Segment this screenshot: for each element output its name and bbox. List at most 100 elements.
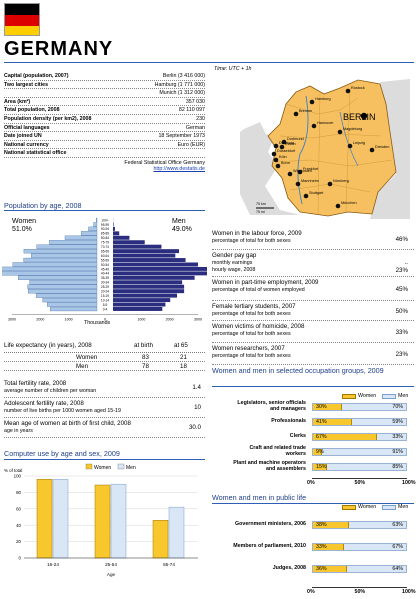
map: Rostock Hamburg Bremen Hannover Magdeburg Dor… bbox=[240, 74, 410, 219]
pyramid-age-label: 85-89 bbox=[101, 232, 109, 236]
life-label: Life expectancy (in years), 2008 bbox=[4, 342, 92, 349]
pyramid-bar-men bbox=[113, 293, 178, 298]
pyramid-age-label: 20-24 bbox=[101, 290, 109, 294]
comp-legend-women: Women bbox=[94, 465, 111, 471]
fact-row: Date joined UN 18 September 1973 bbox=[4, 132, 205, 141]
city-label: Dortmund bbox=[287, 137, 304, 141]
pyramid-bar-women bbox=[49, 240, 98, 245]
fact-label: Capital (population, 2007) bbox=[4, 73, 69, 79]
pyramid-age-label: 45-49 bbox=[101, 267, 109, 271]
pyramid-tick: 2000 bbox=[36, 317, 44, 321]
city-marker bbox=[275, 163, 281, 169]
life-col1: at birth bbox=[134, 342, 153, 349]
pyramid-bar-men bbox=[113, 307, 163, 311]
occupation-bar: 41% 59% bbox=[312, 418, 407, 426]
side-stat-sub: monthly earnings bbox=[212, 260, 253, 266]
comp-ytick: 80 bbox=[16, 490, 21, 495]
city-marker bbox=[309, 99, 315, 105]
bar-segment-women bbox=[313, 449, 322, 455]
pyramid-title: Population by age, 2008 bbox=[4, 201, 82, 210]
stat-office-link[interactable]: http://www.destatis.de bbox=[153, 166, 205, 173]
occupation-title: Women and men in selected occupation gro… bbox=[212, 366, 384, 375]
pyramid-bar-women bbox=[23, 249, 98, 254]
pyramid-bar-women bbox=[27, 289, 98, 294]
public-xtick: 50% bbox=[354, 589, 366, 595]
fact-value: 230 bbox=[196, 115, 205, 122]
pyramid-axis-title: Thousands bbox=[84, 320, 111, 326]
public-category-label: Government ministers, 2006 bbox=[235, 521, 306, 527]
pyramid-age-label: 25-29 bbox=[101, 285, 109, 289]
pyramid-bar-women bbox=[31, 253, 98, 258]
city-label: Duisburg bbox=[279, 141, 294, 145]
pyramid-tick: 2000 bbox=[166, 317, 174, 321]
pyramid-age-label: 55-59 bbox=[101, 258, 109, 262]
legend-swatch-men bbox=[382, 505, 396, 510]
side-stat: Women victims of homicide, 2008 percentag… bbox=[212, 321, 414, 343]
pyramid-bar-women bbox=[27, 284, 98, 289]
bar-value-women: 41% bbox=[316, 419, 327, 425]
bar-value-men: 70% bbox=[392, 404, 403, 410]
side-stat-sub: percentage of total for both sexes bbox=[212, 353, 291, 359]
pyramid-age-label: 65-69 bbox=[101, 249, 109, 253]
fertility-value: 10 bbox=[194, 404, 201, 411]
occupation-xtick: 0% bbox=[307, 480, 315, 486]
city-label: Dresden bbox=[375, 145, 389, 149]
city-label: Bremen bbox=[299, 109, 312, 113]
bar-segment-women bbox=[313, 566, 348, 572]
city-marker bbox=[273, 157, 279, 163]
computer-use-chart: % of total Women Men 0 20 40 60 80 100 16-24 25-54… bbox=[4, 463, 198, 577]
side-stat-value: 45% bbox=[395, 286, 408, 293]
city-marker bbox=[303, 193, 309, 199]
side-stat-value: 23% bbox=[395, 267, 408, 274]
side-stat: Women in the labour force, 2009 percentag… bbox=[212, 228, 414, 250]
comp-category: 25-54 bbox=[105, 562, 117, 567]
bar-value-men: 91% bbox=[392, 449, 403, 455]
pyramid-bar-women bbox=[80, 231, 98, 236]
bar-value-women: 30% bbox=[316, 404, 327, 410]
city-marker bbox=[273, 143, 279, 149]
pyramid-age-label: 75-79 bbox=[101, 241, 109, 245]
comp-xlabel: Age bbox=[107, 572, 116, 577]
fact-row: Two largest cities Hamburg (1 771 000) bbox=[4, 81, 205, 90]
side-stat-label: Women in the labour force, 2009 bbox=[212, 230, 302, 237]
city-label: Rostock bbox=[351, 86, 365, 90]
fertility-row: Mean age of women at birth of first chil… bbox=[4, 418, 205, 438]
fact-label: National currency bbox=[4, 141, 49, 148]
pyramid-bar-women bbox=[12, 262, 98, 267]
pyramid-bar-men bbox=[113, 298, 171, 303]
bar-segment-women bbox=[313, 404, 342, 410]
city-marker bbox=[347, 143, 353, 149]
public-bar: 38% 63% bbox=[312, 521, 407, 529]
life-at-65: 21 bbox=[180, 354, 187, 361]
occupation-category-label: Craft and related trade bbox=[249, 445, 306, 451]
pyramid-bar-women bbox=[88, 226, 98, 231]
city-label: Nürnberg bbox=[333, 179, 349, 183]
city-marker bbox=[271, 151, 277, 157]
fact-label: National statistical office bbox=[4, 150, 67, 157]
fact-value: 82 110 097 bbox=[178, 107, 205, 114]
side-stat-sub: hourly wage, 2008 bbox=[212, 267, 256, 273]
public-category-label: Judges, 2008 bbox=[272, 565, 306, 571]
pyramid-bar-men bbox=[113, 302, 166, 307]
bar-value-men: 67% bbox=[392, 544, 403, 550]
fact-value: Hamburg (1 771 000) bbox=[154, 81, 205, 88]
pyramid-bar-men bbox=[113, 284, 185, 289]
fact-row: National statistical office bbox=[4, 149, 205, 158]
city-marker bbox=[337, 129, 343, 135]
public-legend-men: Men bbox=[398, 504, 409, 510]
fertility-sub: number of live births per 1000 women age… bbox=[4, 408, 121, 414]
fact-value: Berlin (3 416 000) bbox=[162, 73, 205, 79]
pyramid-bar-men bbox=[113, 235, 130, 240]
occupation-legend-men: Men bbox=[398, 393, 409, 399]
city-marker bbox=[279, 144, 285, 150]
comp-bar-men bbox=[168, 506, 185, 559]
pyramid-bar-women bbox=[2, 271, 98, 276]
occupation-category-label: and assemblers bbox=[265, 466, 306, 472]
public-life-chart: Women Men Government ministers, 2006 38% 63%… bbox=[212, 504, 415, 595]
city-label: Frankfurt bbox=[303, 167, 319, 171]
bar-value-men: 64% bbox=[392, 566, 403, 572]
pyramid-bar-women bbox=[35, 293, 98, 298]
occupation-category-label: workers bbox=[285, 451, 306, 457]
side-stat: Women in part-time employment, 2009 perce… bbox=[212, 277, 414, 301]
life-at-65: 18 bbox=[180, 363, 187, 370]
